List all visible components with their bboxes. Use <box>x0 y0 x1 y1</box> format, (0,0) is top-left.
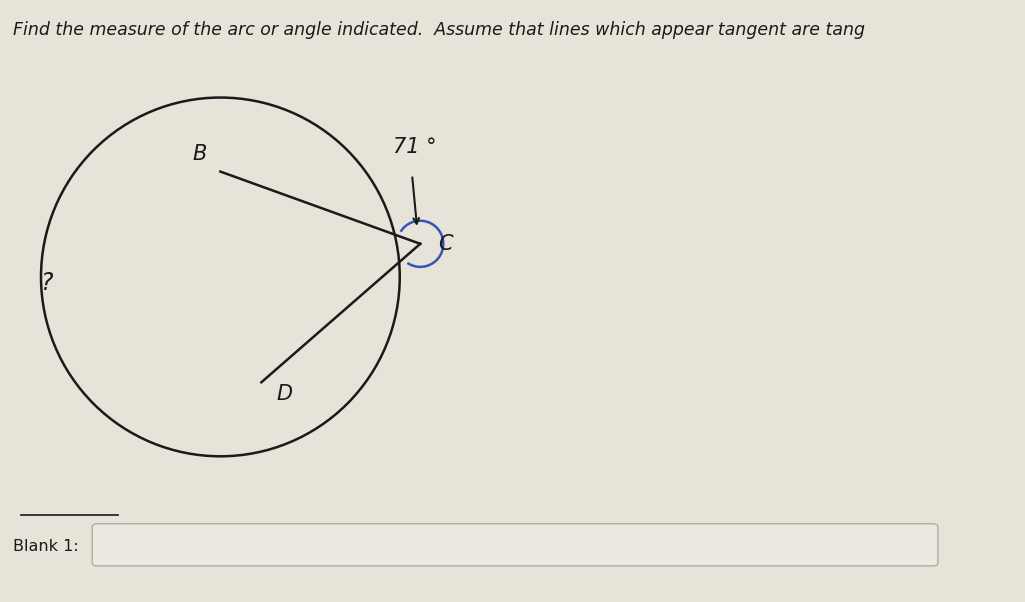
Text: ?: ? <box>40 271 52 295</box>
Text: B: B <box>193 143 207 164</box>
Text: 71 °: 71 ° <box>394 137 437 158</box>
Text: Find the measure of the arc or angle indicated.  Assume that lines which appear : Find the measure of the arc or angle ind… <box>13 21 865 39</box>
Text: D: D <box>277 384 293 405</box>
Text: Blank 1:: Blank 1: <box>13 539 79 553</box>
FancyBboxPatch shape <box>92 524 938 566</box>
Text: C: C <box>439 234 453 254</box>
